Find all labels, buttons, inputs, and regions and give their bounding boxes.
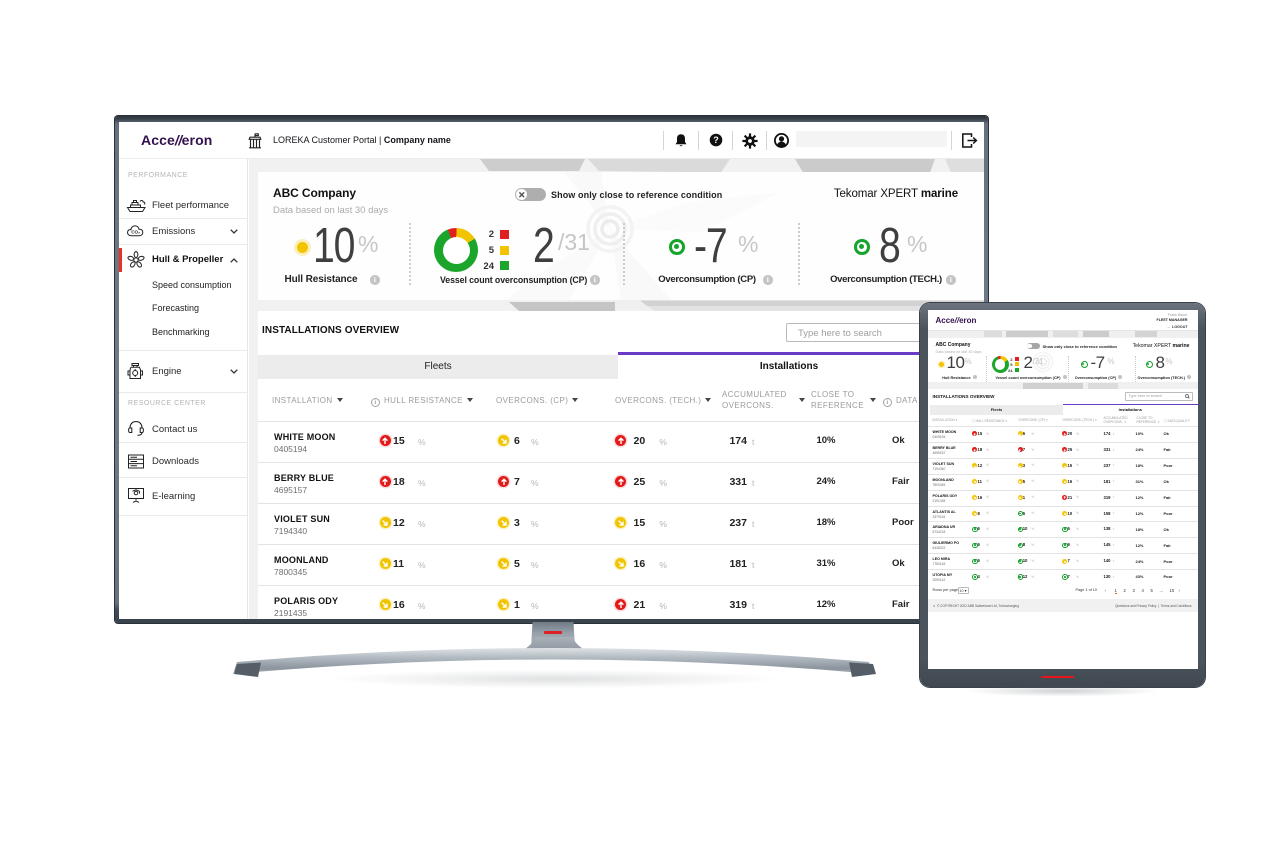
svg-text:?: ?: [713, 135, 719, 145]
svg-text:CO₂: CO₂: [131, 229, 140, 234]
